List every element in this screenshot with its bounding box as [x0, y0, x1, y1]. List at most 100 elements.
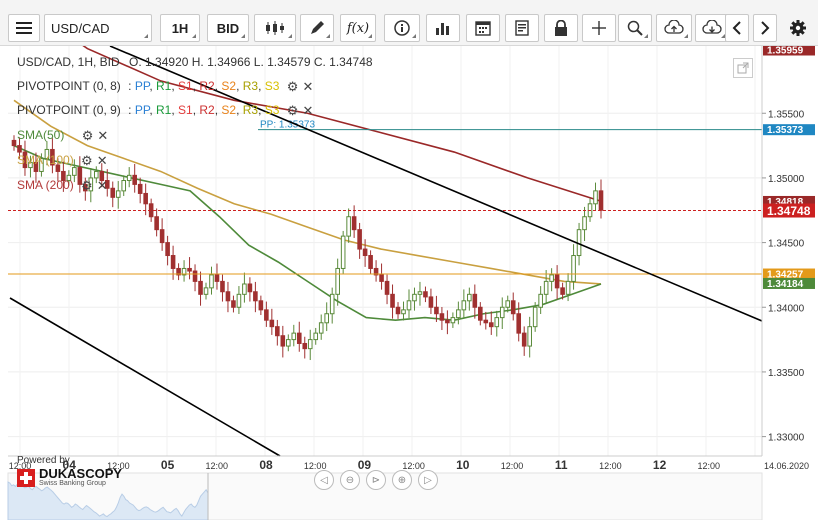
navigator-area: [7, 481, 209, 521]
x-tick-label: 04: [63, 458, 77, 472]
candlestick-icon: [266, 21, 284, 35]
expand-button[interactable]: [733, 58, 753, 78]
candle-body: [77, 167, 83, 185]
candle-body: [39, 158, 44, 172]
pencil-icon: [311, 21, 324, 34]
candle-body: [296, 332, 302, 344]
cloud-upload-icon: [664, 20, 684, 34]
candle-body: [488, 322, 494, 328]
candle-body: [225, 291, 231, 302]
y-tick-label: 1.35000: [768, 174, 805, 185]
price-badge: [763, 195, 815, 207]
chart-type-button[interactable]: [254, 14, 296, 42]
fit-button[interactable]: ⊳: [366, 470, 386, 490]
gear-icon[interactable]: ⚙: [286, 79, 299, 94]
side-label: BID: [216, 20, 240, 36]
candle-body: [340, 235, 346, 269]
settings-button[interactable]: [785, 14, 811, 42]
candle-body: [231, 300, 236, 308]
gear-icon[interactable]: ⚙: [81, 178, 93, 193]
nav-left-button[interactable]: ◁: [314, 470, 334, 490]
candle-body: [384, 280, 390, 295]
candle-body: [187, 267, 192, 272]
candle-body: [538, 293, 543, 308]
upload-button[interactable]: [656, 14, 692, 42]
candle-body: [269, 319, 275, 328]
close-icon[interactable]: ✕: [302, 103, 314, 118]
candle-body: [494, 317, 500, 328]
candles: [11, 135, 604, 361]
candle-body: [346, 216, 351, 237]
download-button[interactable]: [695, 14, 729, 42]
info-icon: [394, 20, 410, 36]
calendar-button[interactable]: [466, 14, 500, 42]
draw-tools-button[interactable]: [300, 14, 334, 42]
candle-body: [417, 291, 423, 295]
zoom-in-button[interactable]: ⊕: [392, 470, 412, 490]
close-icon[interactable]: ✕: [96, 153, 108, 168]
s2-label: S2: [221, 79, 237, 94]
candle-body: [159, 229, 165, 244]
x-tick-label: 12:00: [304, 461, 327, 471]
gear-icon[interactable]: ⚙: [81, 153, 93, 168]
crosshair-button[interactable]: [582, 14, 616, 42]
price-badge-label: 1.35373: [767, 125, 804, 136]
info-button[interactable]: [384, 14, 420, 42]
lock-button[interactable]: [544, 14, 578, 42]
zoom-out-icon: ⊖: [345, 474, 355, 486]
s3-label: S3: [264, 79, 280, 94]
price-badge: [763, 203, 815, 218]
x-tick-label: 10: [456, 458, 470, 472]
pp-label: PP: [134, 79, 150, 94]
nav-right-button[interactable]: ▷: [418, 470, 438, 490]
brand-tagline: Swiss Banking Group: [39, 480, 106, 487]
gear-icon: [790, 20, 806, 36]
zoom-button[interactable]: [618, 14, 652, 42]
candle-body: [110, 187, 116, 198]
candle-body: [236, 293, 242, 308]
candle-body: [335, 267, 340, 295]
candle-body: [478, 306, 483, 321]
menu-button[interactable]: [8, 14, 40, 42]
trendline-upper: [109, 45, 763, 322]
candle-body: [137, 183, 143, 194]
gear-icon[interactable]: ⚙: [286, 103, 299, 118]
candle-body: [220, 280, 225, 293]
magnifier-icon: [627, 20, 643, 36]
close-icon[interactable]: ✕: [97, 128, 109, 143]
candle-body: [510, 300, 516, 315]
candle-body: [93, 170, 99, 179]
y-tick-label: 1.35500: [768, 109, 805, 120]
y-tick-label: 1.33000: [768, 433, 805, 444]
candle-body: [362, 248, 368, 257]
candle-body: [434, 306, 439, 315]
y-tick-label: 1.34500: [768, 239, 805, 250]
powered-by: Powered by: [17, 455, 70, 466]
sma50-legend: SMA(50) ⚙ ✕: [17, 128, 108, 144]
close-icon[interactable]: ✕: [96, 178, 108, 193]
scroll-right-button[interactable]: [753, 14, 777, 42]
close-icon[interactable]: ✕: [302, 79, 314, 94]
side-selector[interactable]: BID: [207, 14, 249, 42]
indicators-button[interactable]: f(x): [340, 14, 376, 42]
candle-body: [291, 332, 297, 341]
candle-body: [379, 274, 384, 282]
cloud-download-icon: [702, 20, 722, 34]
candle-body: [209, 274, 214, 289]
gear-icon[interactable]: ⚙: [81, 128, 94, 143]
symbol-selector[interactable]: USD/CAD: [44, 14, 152, 42]
sma200-label: SMA (200): [17, 178, 74, 193]
candle-body: [28, 161, 33, 169]
zoom-out-button[interactable]: ⊖: [340, 470, 360, 490]
y-tick-label: 1.33500: [768, 368, 805, 379]
volume-button[interactable]: [426, 14, 460, 42]
news-button[interactable]: [505, 14, 539, 42]
timeframe-selector[interactable]: 1H: [160, 14, 200, 42]
scroll-left-button[interactable]: [725, 14, 749, 42]
s1-label: S1: [178, 103, 193, 118]
x-tick-label: 12:00: [9, 461, 32, 471]
x-tick-label: 11: [555, 458, 568, 472]
candle-body: [253, 291, 258, 302]
candle-body: [44, 148, 50, 160]
